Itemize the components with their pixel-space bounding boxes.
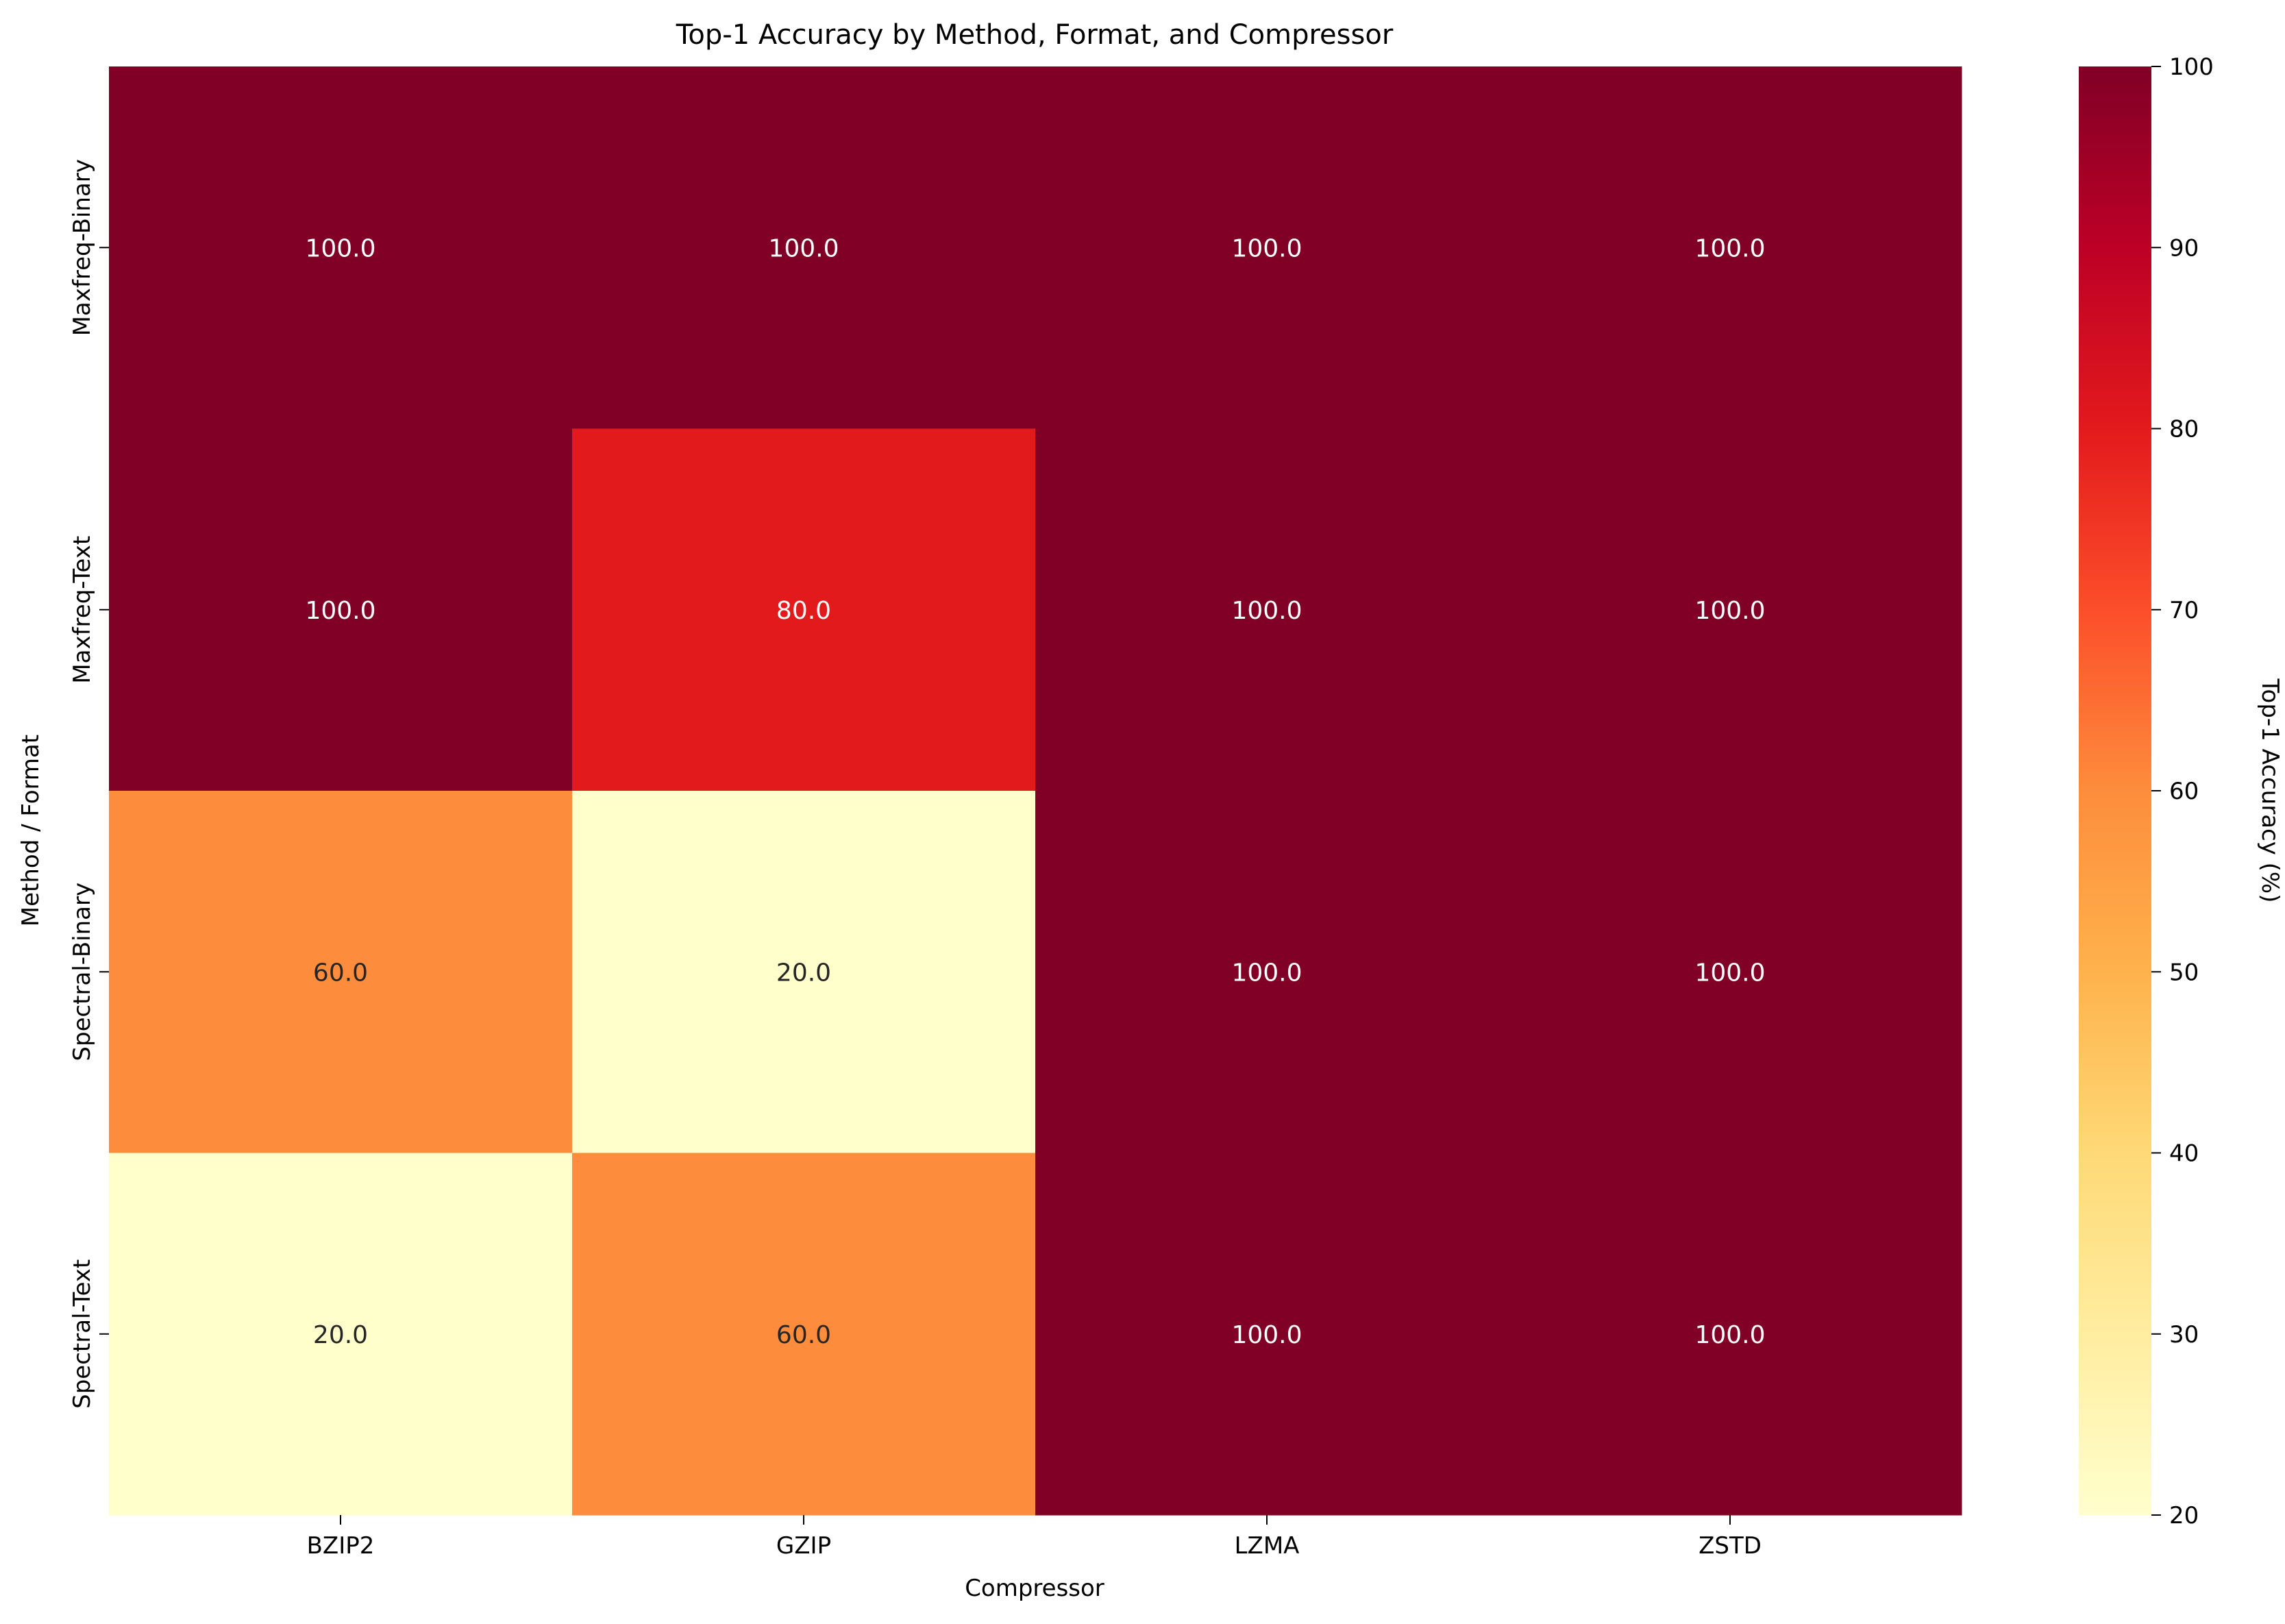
cell-value-label: 80.0: [776, 597, 831, 625]
heatmap-cell: [1035, 1153, 1499, 1516]
heatmap-cell: [1498, 66, 1962, 429]
cell-value-label: 100.0: [1694, 597, 1765, 625]
cell-value-label: 100.0: [1231, 1321, 1302, 1349]
colorbar-tick-label: 30: [2169, 1321, 2199, 1349]
heatmap-cell-labels: 100.0 100.0 100.0 100.0 100.0 80.0 100.0 100.0 6…: [305, 234, 1765, 1349]
cell-value-label: 100.0: [1694, 234, 1765, 262]
heatmap-cell: [109, 791, 573, 1153]
x-tick-label: LZMA: [1235, 1532, 1300, 1560]
colorbar-tick-label: 60: [2169, 778, 2199, 805]
heatmap-cells: [109, 66, 1962, 1516]
y-tick-label: Spectral-Binary: [69, 883, 96, 1061]
heatmap-cell: [1498, 791, 1962, 1153]
colorbar-tick-label: 80: [2169, 416, 2199, 443]
colorbar-gradient: [2079, 66, 2151, 1515]
colorbar-tick-label: 40: [2169, 1140, 2199, 1168]
x-axis-label: Compressor: [965, 1575, 1104, 1602]
heatmap-cell: [572, 428, 1036, 791]
cell-value-label: 100.0: [1231, 597, 1302, 625]
heatmap-cell: [572, 1153, 1036, 1516]
heatmap-cell: [1498, 1153, 1962, 1516]
cell-value-label: 100.0: [305, 597, 375, 625]
y-tick-label: Maxfreq-Binary: [69, 159, 96, 336]
colorbar-tick-label: 90: [2169, 234, 2199, 262]
x-axis: BZIP2 GZIP LZMA ZSTD: [307, 1515, 1762, 1560]
cell-value-label: 60.0: [313, 959, 368, 987]
cell-value-label: 100.0: [1231, 959, 1302, 987]
colorbar-label: Top-1 Accuracy (%): [2256, 678, 2284, 903]
cell-value-label: 100.0: [768, 234, 839, 262]
colorbar: 20 30 40 50 60 70 80 90 100 Top-1 Accuracy (%): [2079, 53, 2284, 1529]
colorbar-ticks: 20 30 40 50 60 70 80 90 100: [2151, 53, 2214, 1529]
x-tick-label: GZIP: [776, 1532, 831, 1560]
cell-value-label: 60.0: [776, 1321, 831, 1349]
x-tick-label: BZIP2: [307, 1532, 375, 1560]
heatmap-cell: [109, 1153, 573, 1516]
heatmap-cell: [109, 428, 573, 791]
y-tick-label: Spectral-Text: [69, 1259, 96, 1409]
colorbar-tick-label: 70: [2169, 597, 2199, 624]
heatmap-cell: [572, 791, 1036, 1153]
y-axis-label: Method / Format: [17, 735, 45, 926]
colorbar-tick-label: 50: [2169, 959, 2199, 986]
chart-title: Top-1 Accuracy by Method, Format, and Co…: [676, 19, 1394, 51]
colorbar-tick-label: 100: [2169, 53, 2214, 81]
cell-value-label: 100.0: [1694, 1321, 1765, 1349]
cell-value-label: 100.0: [1231, 234, 1302, 262]
cell-value-label: 20.0: [776, 959, 831, 987]
colorbar-tick-label: 20: [2169, 1502, 2199, 1529]
y-tick-label: Maxfreq-Text: [69, 536, 96, 684]
cell-value-label: 100.0: [305, 234, 375, 262]
cell-value-label: 100.0: [1694, 959, 1765, 987]
y-axis: Maxfreq-Binary Maxfreq-Text Spectral-Binar…: [69, 159, 109, 1409]
heatmap-cell: [572, 66, 1036, 429]
cell-value-label: 20.0: [313, 1321, 368, 1349]
heatmap-cell: [1035, 66, 1499, 429]
heatmap-cell: [109, 66, 573, 429]
x-tick-label: ZSTD: [1699, 1532, 1762, 1560]
heatmap-cell: [1035, 428, 1499, 791]
heatmap-cell: [1035, 791, 1499, 1153]
heatmap-cell: [1498, 428, 1962, 791]
